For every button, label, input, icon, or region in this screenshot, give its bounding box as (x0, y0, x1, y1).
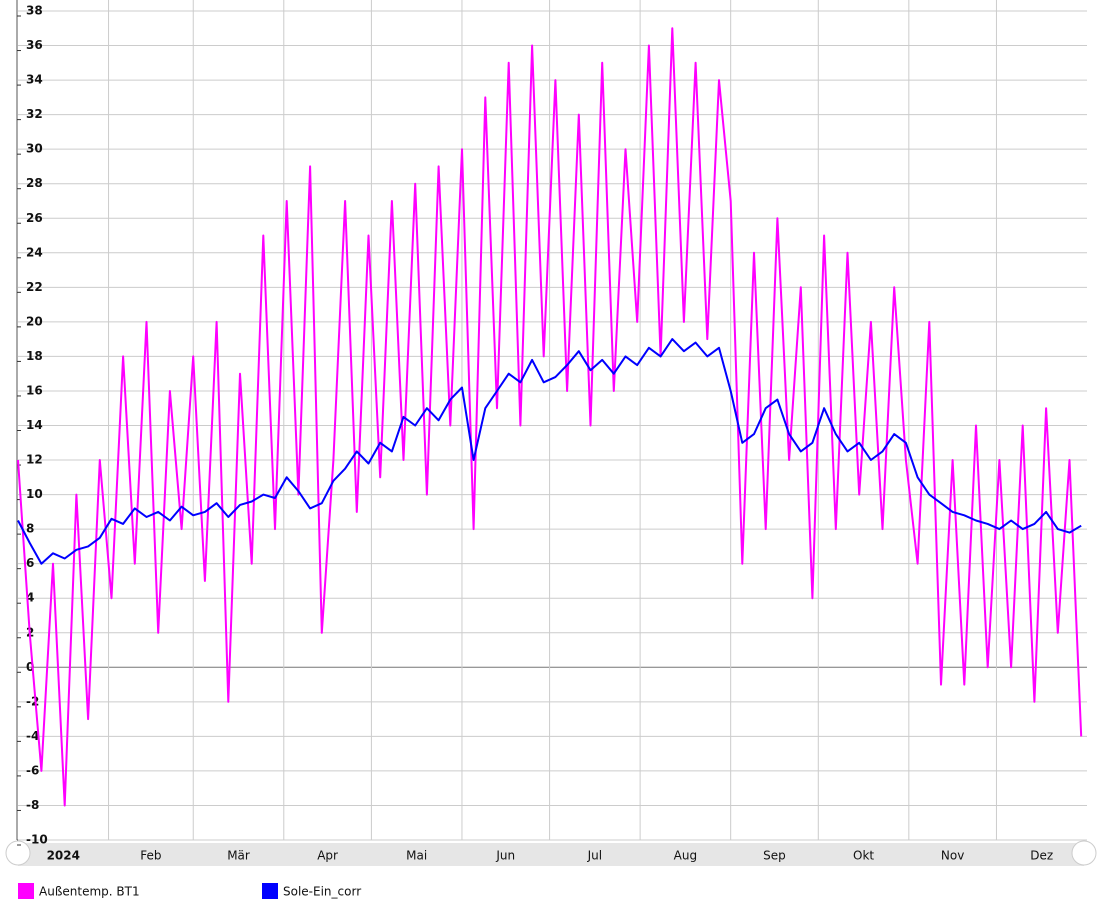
y-tick-label: 10 (26, 487, 43, 501)
y-tick-label: 30 (26, 142, 43, 156)
y-tick-label: 22 (26, 280, 43, 294)
y-tick-label: 0 (26, 660, 34, 674)
series-line (17, 27, 1083, 807)
y-tick-label: 12 (26, 453, 43, 467)
y-tick-label: 38 (26, 4, 43, 18)
range-handle-right[interactable] (1071, 840, 1097, 866)
legend-label: Außentemp. BT1 (39, 885, 140, 899)
y-tick-label: -6 (26, 763, 39, 777)
x-tick-label: Sep (763, 849, 786, 863)
x-tick-label: Feb (140, 849, 161, 863)
y-tick-label: 14 (26, 418, 43, 432)
x-tick-label: Jun (495, 849, 515, 863)
y-tick-label: 28 (26, 176, 43, 190)
series-line (17, 338, 1082, 565)
y-tick-label: 32 (26, 107, 43, 121)
legend: Außentemp. BT1 Sole-Ein_corr (18, 883, 361, 899)
x-tick-label: Apr (317, 849, 338, 863)
legend-swatch (18, 883, 34, 899)
y-tick-label: 24 (26, 245, 43, 259)
y-tick-label: 34 (26, 73, 43, 87)
x-tick-label: Dez (1030, 849, 1053, 863)
y-tick-label: 20 (26, 314, 43, 328)
y-tick-label: 6 (26, 556, 34, 570)
x-tick-label: Mai (406, 849, 427, 863)
x-tick-label: 2024 (47, 849, 80, 863)
y-tick-label: -10 (26, 833, 48, 847)
legend-label: Sole-Ein_corr (283, 885, 361, 899)
legend-swatch (262, 883, 278, 899)
y-tick-label: -8 (26, 798, 39, 812)
y-tick-label: 36 (26, 38, 43, 52)
x-tick-label: Nov (941, 849, 964, 863)
x-tick-label: Jul (587, 849, 602, 863)
x-tick-label: Okt (853, 849, 874, 863)
y-tick-label: 18 (26, 349, 43, 363)
y-tick-label: -4 (26, 729, 39, 743)
y-tick-label: 16 (26, 383, 43, 397)
range-handle-left[interactable] (5, 840, 31, 866)
y-tick-label: 8 (26, 522, 34, 536)
y-tick-label: 26 (26, 211, 43, 225)
x-tick-label: Mär (227, 849, 250, 863)
y-tick-label: 4 (26, 591, 34, 605)
y-tick-label: -2 (26, 694, 39, 708)
range-bar[interactable] (18, 843, 1084, 866)
x-tick-label: Aug (674, 849, 697, 863)
